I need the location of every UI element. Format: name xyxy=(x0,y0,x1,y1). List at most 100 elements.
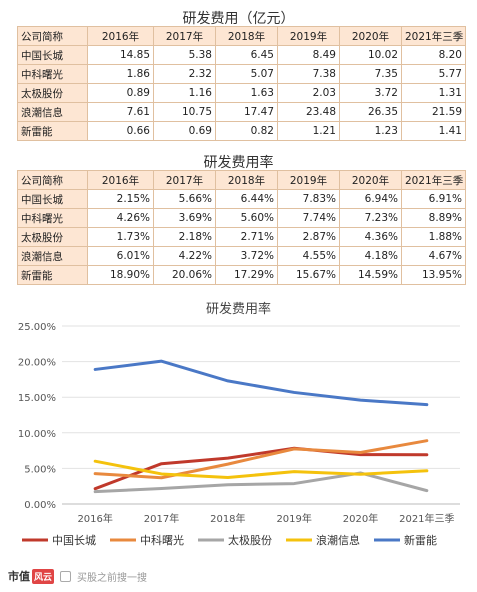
value-cell: 4.18% xyxy=(339,246,402,266)
value-cell: 13.95% xyxy=(401,265,466,285)
value-cell: 5.38 xyxy=(153,45,216,65)
value-cell: 23.48 xyxy=(277,102,340,122)
value-cell: 1.23 xyxy=(339,121,402,141)
value-cell: 14.59% xyxy=(339,265,402,285)
company-cell: 新雷能 xyxy=(17,265,88,285)
company-cell: 新雷能 xyxy=(17,121,88,141)
y-tick-label: 25.00% xyxy=(18,322,56,333)
x-tick-label: 2018年 xyxy=(210,512,245,525)
value-cell: 18.90% xyxy=(87,265,154,285)
value-cell: 8.89% xyxy=(401,208,466,228)
company-cell: 中科曙光 xyxy=(17,208,88,228)
value-cell: 2.71% xyxy=(215,227,278,247)
table-row: 中科曙光 4.26% 3.69% 5.60% 7.74% 7.23% 8.89% xyxy=(17,208,466,228)
value-cell: 2.18% xyxy=(153,227,216,247)
value-cell: 8.49 xyxy=(277,45,340,65)
value-cell: 2.15% xyxy=(87,189,154,209)
value-cell: 4.22% xyxy=(153,246,216,266)
footer: 市值 风云 买股之前搜一搜 xyxy=(8,568,147,584)
series-line xyxy=(93,439,429,480)
rd-ratio-line-chart: 0.00% 5.00% 10.00% 15.00% 20.00% 25.00% 2016年 2… xyxy=(18,322,460,547)
camera-icon xyxy=(60,570,72,582)
value-cell: 26.35 xyxy=(339,102,402,122)
series-line xyxy=(93,471,429,494)
header-cell: 2017年 xyxy=(153,26,216,46)
header-cell: 2016年 xyxy=(87,170,154,190)
value-cell: 0.69 xyxy=(153,121,216,141)
value-cell: 0.66 xyxy=(87,121,154,141)
x-tick-label: 2019年 xyxy=(276,512,311,525)
value-cell: 3.72 xyxy=(339,83,402,103)
table2-title: 研发费用率 xyxy=(203,155,274,171)
value-cell: 10.75 xyxy=(153,102,216,122)
x-tick-label: 2017年 xyxy=(144,512,179,525)
company-cell: 中科曙光 xyxy=(17,64,88,84)
value-cell: 0.89 xyxy=(87,83,154,103)
brand-logo: 市值 风云 xyxy=(8,568,55,584)
rd-ratio-table: 公司简称 2016年 2017年 2018年 2019年 2020年 2021年三季 中国长城… xyxy=(17,170,466,285)
company-cell: 浪潮信息 xyxy=(17,102,88,122)
series-line xyxy=(93,459,429,480)
value-cell: 6.94% xyxy=(339,189,402,209)
value-cell: 1.86 xyxy=(87,64,154,84)
value-cell: 1.41 xyxy=(401,121,466,141)
value-cell: 20.06% xyxy=(153,265,216,285)
y-tick-label: 20.00% xyxy=(18,358,56,369)
table-row: 太极股份 0.89 1.16 1.63 2.03 3.72 1.31 xyxy=(17,83,466,103)
table-header-row: 公司简称 2016年 2017年 2018年 2019年 2020年 2021年三季 xyxy=(17,170,466,190)
x-tick-label: 2016年 xyxy=(77,512,112,525)
value-cell: 0.82 xyxy=(215,121,278,141)
table-row: 新雷能 0.66 0.69 0.82 1.21 1.23 1.41 xyxy=(17,121,466,141)
value-cell: 5.60% xyxy=(215,208,278,228)
legend-label: 中国长城 xyxy=(52,534,96,547)
legend-label: 浪潮信息 xyxy=(316,533,360,547)
y-tick-label: 10.00% xyxy=(18,429,56,440)
value-cell: 1.73% xyxy=(87,227,154,247)
value-cell: 1.88% xyxy=(401,227,466,247)
y-tick-label: 5.00% xyxy=(24,464,56,475)
header-cell: 公司简称 xyxy=(17,170,88,190)
value-cell: 7.23% xyxy=(339,208,402,228)
table-row: 太极股份 1.73% 2.18% 2.71% 2.87% 4.36% 1.88% xyxy=(17,227,466,247)
value-cell: 21.59 xyxy=(401,102,466,122)
value-cell: 6.91% xyxy=(401,189,466,209)
header-cell: 2020年 xyxy=(339,26,402,46)
value-cell: 1.63 xyxy=(215,83,278,103)
value-cell: 2.03 xyxy=(277,83,340,103)
value-cell: 4.26% xyxy=(87,208,154,228)
value-cell: 5.07 xyxy=(215,64,278,84)
table-row: 中国长城 2.15% 5.66% 6.44% 7.83% 6.94% 6.91% xyxy=(17,189,466,209)
series-line xyxy=(93,359,429,407)
brand-mark: 风云 xyxy=(32,568,55,584)
chart-title: 研发费用率 xyxy=(205,302,271,317)
header-cell: 2019年 xyxy=(277,170,340,190)
value-cell: 10.02 xyxy=(339,45,402,65)
table-header-row: 公司简称 2016年 2017年 2018年 2019年 2020年 2021年三季 xyxy=(17,26,466,46)
rd-expense-table: 公司简称 2016年 2017年 2018年 2019年 2020年 2021年三季 中国长城… xyxy=(17,26,466,141)
company-cell: 太极股份 xyxy=(17,83,88,103)
value-cell: 4.67% xyxy=(401,246,466,266)
series-line xyxy=(93,446,429,491)
company-cell: 中国长城 xyxy=(17,45,88,65)
value-cell: 17.29% xyxy=(215,265,278,285)
header-cell: 2016年 xyxy=(87,26,154,46)
legend-label: 中科曙光 xyxy=(140,533,184,547)
value-cell: 7.74% xyxy=(277,208,340,228)
value-cell: 2.32 xyxy=(153,64,216,84)
x-tick-label: 2020年 xyxy=(343,512,378,525)
value-cell: 6.44% xyxy=(215,189,278,209)
header-cell: 公司简称 xyxy=(17,26,88,46)
value-cell: 3.69% xyxy=(153,208,216,228)
header-cell: 2020年 xyxy=(339,170,402,190)
value-cell: 14.85 xyxy=(87,45,154,65)
table-row: 新雷能 18.90% 20.06% 17.29% 15.67% 14.59% 13.95% xyxy=(17,265,466,285)
header-cell: 2018年 xyxy=(215,26,278,46)
y-tick-label: 0.00% xyxy=(24,500,56,511)
value-cell: 6.45 xyxy=(215,45,278,65)
table-row: 浪潮信息 6.01% 4.22% 3.72% 4.55% 4.18% 4.67% xyxy=(17,246,466,266)
legend-label: 太极股份 xyxy=(228,533,272,547)
y-tick-label: 15.00% xyxy=(18,393,56,404)
value-cell: 5.66% xyxy=(153,189,216,209)
table1-title: 研发费用（亿元） xyxy=(182,11,295,27)
x-tick-label: 2021年三季 xyxy=(399,512,454,525)
